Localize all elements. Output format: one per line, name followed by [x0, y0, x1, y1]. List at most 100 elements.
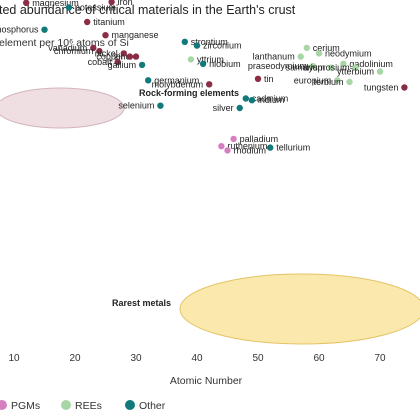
point-praseodymium [309, 62, 317, 70]
rock-forming-ellipse [0, 87, 125, 129]
label-gadolinium: gadolinium [349, 59, 393, 69]
point-samarium [328, 64, 335, 71]
legend-label-rees: REEs [75, 400, 102, 412]
label-cobalt: cobalt [88, 57, 113, 67]
chart-subtitle: element per 10⁶ atoms of Si [0, 37, 129, 49]
point-lanthanum [297, 53, 304, 60]
legend-swatch-pgms [0, 400, 7, 410]
legend: PGMs REEs Other [0, 400, 166, 412]
label-iron: iron [118, 0, 133, 7]
point-potassium [65, 4, 73, 11]
point-magnesium [23, 0, 30, 6]
point-rhodium [224, 147, 231, 154]
point-ruthenium [218, 143, 225, 150]
x-axis-label: Atomic Number [170, 375, 243, 387]
rarest-metals-ellipse [179, 273, 420, 345]
point-cobalt [114, 58, 121, 66]
label-tin: tin [264, 74, 274, 84]
label-dysprosium: dysprosium [304, 63, 350, 73]
point-iron [108, 0, 115, 6]
label-niobium: niobium [209, 59, 241, 69]
point-tellurium [267, 144, 274, 151]
point-yttrium [187, 56, 195, 63]
point-dysprosium [352, 64, 359, 71]
point-silver [236, 104, 243, 112]
label-praseodymium: praseodymium [248, 61, 307, 71]
x-tick-40: 40 [191, 353, 203, 364]
label-selenium: selenium [118, 101, 154, 111]
point-ytterbium [376, 68, 384, 75]
point-palladium [230, 135, 237, 143]
point-indium [248, 97, 256, 104]
legend-label-pgms: PGMs [11, 400, 40, 412]
point-tungsten [401, 84, 408, 91]
point-zirconium [193, 42, 201, 49]
x-tick-60: 60 [313, 353, 325, 364]
label-molybdenum: molybdenum [152, 79, 204, 89]
label-europium: europium [294, 75, 332, 85]
point-zinc [132, 53, 140, 60]
point-germanium [145, 77, 152, 84]
label-yttrium: yttrium [197, 54, 224, 64]
rarest-metals-annotation: Rarest metals [112, 298, 171, 308]
point-gallium [138, 61, 146, 69]
legend-swatch-rees [61, 400, 71, 410]
x-tick-50: 50 [252, 353, 264, 364]
label-copper: copper [96, 52, 124, 62]
label-nickel: nickel [95, 48, 118, 58]
rock-forming-annotation: Rock-forming elements [139, 88, 239, 98]
label-ruthenium: ruthenium [227, 141, 267, 151]
label-manganese: manganese [112, 30, 159, 40]
point-titanium [84, 18, 91, 26]
label-rhodium: rhodium [234, 145, 267, 155]
label-zinc: zinc [114, 52, 131, 62]
x-tick-20: 20 [69, 353, 81, 364]
point-neodymium [315, 50, 323, 57]
label-strontium: strontium [191, 37, 228, 47]
label-silver: silver [213, 103, 234, 113]
label-cadmium: cadmium [252, 94, 289, 104]
label-terbium: terbium [313, 77, 343, 87]
label-zirconium: zirconium [203, 41, 242, 51]
label-titanium: titanium [93, 17, 125, 27]
label-lanthanum: lanthanum [253, 52, 295, 62]
label-chromium: chromium [54, 46, 94, 56]
legend-label-other: Other [139, 400, 166, 412]
data-points: siliconaluminiumironmagnesiumpotassiumti… [0, 0, 408, 155]
label-tungsten: tungsten [364, 83, 399, 93]
chart-title: ted abundance of critical materials in t… [0, 3, 296, 17]
point-nickel [120, 50, 128, 57]
point-chromium [96, 47, 103, 55]
label-ytterbium: ytterbium [337, 67, 374, 77]
point-molybdenum [206, 81, 213, 88]
point-cerium [303, 44, 310, 52]
point-manganese [102, 32, 109, 39]
annotations: Rock-forming elements Rarest metals [112, 88, 239, 308]
label-indium: indium [258, 95, 285, 105]
label-potassium: potassium [75, 3, 116, 13]
legend-swatch-other [125, 400, 135, 410]
label-germanium: germanium [154, 75, 199, 85]
point-gadolinium [340, 60, 347, 67]
label-palladium: palladium [240, 134, 279, 144]
x-tick-30: 30 [130, 353, 142, 364]
point-tin [254, 75, 262, 83]
point-copper [126, 53, 134, 60]
x-axis-ticks: 10 20 30 40 50 60 70 [8, 353, 386, 364]
label-tellurium: tellurium [276, 143, 310, 153]
point-europium [334, 77, 341, 84]
point-selenium [157, 102, 164, 109]
label-gallium: gallium [108, 60, 137, 70]
label-magnesium: magnesium [32, 0, 79, 8]
label-phosphorus: phosphorus [0, 25, 39, 35]
label-cerium: cerium [313, 43, 340, 53]
label-neodymium: neodymium [325, 48, 372, 58]
point-terbium [346, 78, 353, 86]
point-strontium [181, 38, 188, 45]
label-samarium: samarium [286, 63, 326, 73]
label-vanadium: vanadium [48, 43, 87, 53]
point-niobium [199, 60, 207, 67]
x-tick-70: 70 [374, 353, 386, 364]
point-cadmium [242, 95, 249, 102]
